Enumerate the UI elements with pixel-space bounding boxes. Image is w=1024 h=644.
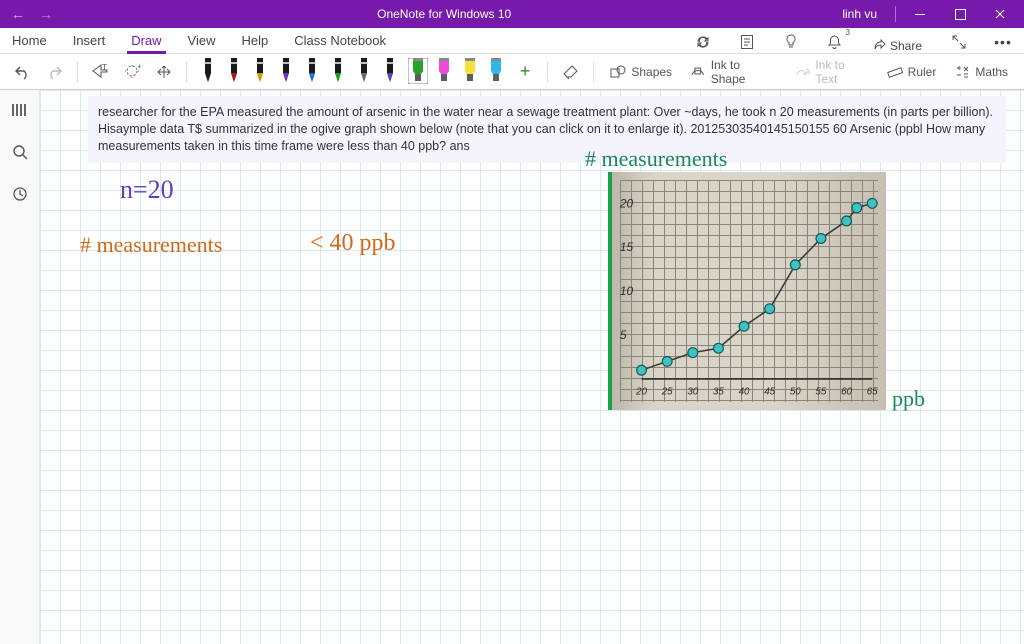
svg-text:5: 5 [620,328,627,342]
shapes-button[interactable]: Shapes [604,59,678,85]
svg-text:20: 20 [619,196,634,210]
more-icon[interactable]: ••• [990,31,1016,53]
ink-to-text-button: A Ink to Text [789,59,875,85]
pen-7[interactable] [379,58,401,86]
titlebar-divider [895,6,896,22]
handwriting-n20: n=20 [120,175,174,205]
highlighter-0[interactable] [407,58,429,86]
ink-to-shape-button[interactable]: Ink to Shape [684,59,783,85]
handwriting-xlabel: ppb [892,386,925,412]
add-pen-button[interactable]: + [513,61,537,82]
svg-text:T: T [102,63,107,72]
ruler-button[interactable]: Ruler [881,59,943,85]
pen-0[interactable] [197,58,219,86]
graph-plot: 5 10 15 20 20 25 30 35 40 45 50 55 60 65 [612,172,886,407]
svg-text:20: 20 [635,387,647,398]
sync-icon[interactable] [690,31,716,53]
page-icon[interactable] [734,31,760,53]
pen-5[interactable] [327,58,349,86]
forward-button[interactable]: → [32,0,60,28]
pen-6[interactable] [353,58,375,86]
recent-icon[interactable] [8,182,32,206]
shapes-label: Shapes [631,65,672,79]
svg-text:15: 15 [620,240,634,254]
pan-tool[interactable] [151,59,176,85]
svg-text:40: 40 [739,387,750,398]
highlighter-2[interactable] [459,58,481,86]
svg-text:60: 60 [841,387,852,398]
ink-to-text-label: Ink to Text [815,58,868,86]
share-button[interactable]: Share [866,39,928,53]
svg-text:45: 45 [764,387,775,398]
lightbulb-icon[interactable] [778,31,804,53]
search-icon[interactable] [8,140,32,164]
svg-text:+: + [137,63,141,71]
pen-3[interactable] [275,58,297,86]
redo-button[interactable] [41,59,66,85]
svg-text:25: 25 [661,387,673,398]
page-canvas[interactable]: researcher for the EPA measured the amou… [40,90,1024,644]
menu-help[interactable]: Help [238,29,273,53]
menu-home[interactable]: Home [8,29,51,53]
fullscreen-icon[interactable] [946,31,972,53]
titlebar: ← → OneNote for Windows 10 linh vu [0,0,1024,28]
back-button[interactable]: ← [4,0,32,28]
notifications-icon[interactable]: 3 [822,31,848,53]
svg-text:10: 10 [620,284,634,298]
svg-text:50: 50 [790,387,801,398]
maths-label: Maths [975,65,1008,79]
left-rail [0,90,40,644]
eraser-tool[interactable] [558,59,583,85]
highlighter-3[interactable] [485,58,507,86]
pen-4[interactable] [301,58,323,86]
svg-text:65: 65 [867,387,878,398]
undo-button[interactable] [10,59,35,85]
highlighter-gallery [407,58,507,86]
highlighter-1[interactable] [433,58,455,86]
ogive-graph[interactable]: 5 10 15 20 20 25 30 35 40 45 50 55 60 65 [608,172,886,410]
menu-insert[interactable]: Insert [69,29,110,53]
notebooks-icon[interactable] [8,98,32,122]
maximize-button[interactable] [940,0,980,28]
svg-text:A: A [804,66,810,76]
ruler-label: Ruler [908,65,937,79]
lasso-tool[interactable]: + [119,59,144,85]
notif-badge: 3 [846,28,850,37]
menu-view[interactable]: View [184,29,220,53]
svg-text:30: 30 [687,387,698,398]
svg-text:55: 55 [815,387,826,398]
ink-to-shape-label: Ink to Shape [711,58,777,86]
share-label: Share [890,39,922,53]
minimize-button[interactable] [900,0,940,28]
window-title: OneNote for Windows 10 [60,7,828,21]
maths-button[interactable]: Maths [948,59,1014,85]
draw-toolbar: T + + Shapes Ink to Shape A Ink to Text … [0,54,1024,90]
handwriting-graph-title: # measurements [585,146,727,172]
svg-text:35: 35 [713,387,724,398]
pen-2[interactable] [249,58,271,86]
handwriting-measurements: # measurements [80,232,222,258]
question-text-box[interactable]: researcher for the EPA measured the amou… [88,96,1006,163]
pen-1[interactable] [223,58,245,86]
menu-classnotebook[interactable]: Class Notebook [290,29,390,53]
handwriting-lt40ppb: < 40 ppb [310,230,396,257]
menu-draw[interactable]: Draw [127,29,165,53]
text-select-tool[interactable]: T [88,59,113,85]
close-button[interactable] [980,0,1020,28]
user-name[interactable]: linh vu [828,7,891,21]
menubar: Home Insert Draw View Help Class Noteboo… [0,28,1024,54]
pen-gallery [197,58,401,86]
